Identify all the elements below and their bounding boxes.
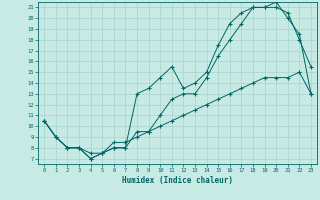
X-axis label: Humidex (Indice chaleur): Humidex (Indice chaleur) (122, 176, 233, 185)
